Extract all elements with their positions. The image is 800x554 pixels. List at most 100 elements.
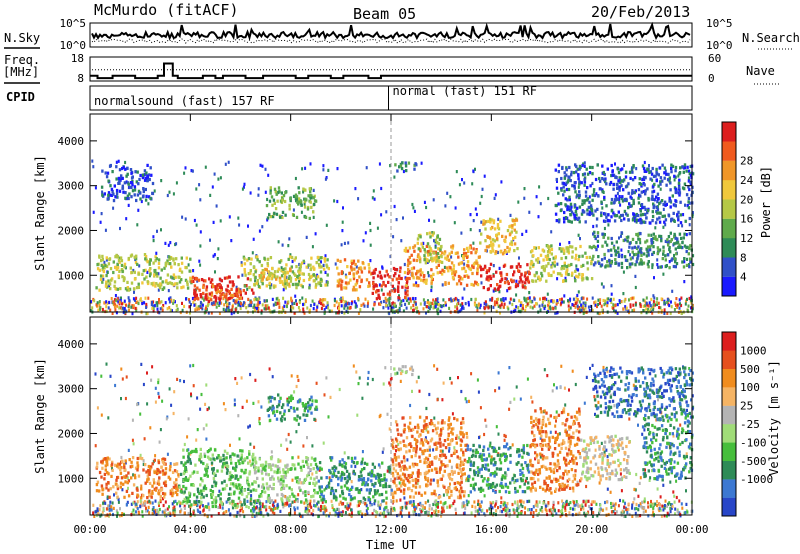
scatter-cell: [651, 214, 655, 219]
scatter-cell: [645, 307, 648, 311]
scatter-cell: [201, 307, 204, 311]
scatter-cell: [300, 210, 303, 214]
scatter-cell: [601, 190, 604, 194]
scatter-cell: [204, 165, 207, 169]
scatter-cell: [492, 289, 495, 293]
scatter-cell: [580, 264, 583, 268]
scatter-cell: [691, 254, 695, 258]
scatter-cell: [128, 302, 131, 306]
scatter-cell: [236, 502, 239, 506]
scatter-cell: [338, 302, 341, 306]
scatter-cell: [288, 284, 291, 288]
scatter-cell: [222, 512, 225, 516]
scatter-cell: [382, 292, 385, 296]
scatter-cell: [533, 274, 537, 278]
scatter-cell: [287, 244, 290, 248]
scatter-cell: [154, 255, 157, 259]
scatter-cell: [507, 249, 511, 253]
scatter-cell: [638, 238, 642, 242]
scatter-cell: [575, 512, 578, 516]
noise-search-line: [91, 38, 691, 44]
scatter-cell: [582, 301, 585, 305]
scatter-cell: [360, 279, 363, 284]
scatter-cell: [430, 268, 433, 272]
scatter-cell: [144, 255, 148, 259]
scatter-cell: [632, 303, 635, 307]
scatter-cell: [215, 291, 218, 295]
scatter-cell: [433, 500, 436, 504]
scatter-cell: [220, 289, 223, 293]
scatter-cell: [457, 255, 460, 259]
scatter-cell: [529, 262, 532, 266]
scatter-cell: [323, 510, 326, 514]
scatter-cell: [260, 309, 263, 313]
scatter-cell: [620, 300, 623, 304]
scatter-cell: [423, 506, 426, 510]
scatter-cell: [386, 304, 389, 308]
scatter-cell: [642, 510, 645, 514]
scatter-cell: [96, 263, 99, 267]
scatter-cell: [639, 194, 642, 198]
scatter-cell: [306, 207, 310, 211]
scatter-cell: [138, 264, 141, 268]
scatter-cell: [663, 514, 666, 518]
scatter-cell: [436, 398, 439, 402]
scatter-cell: [111, 170, 114, 174]
scatter-cell: [412, 500, 415, 504]
scatter-cell: [101, 265, 105, 269]
scatter-cell: [662, 252, 665, 256]
scatter-cell: [473, 301, 476, 305]
scatter-cell: [135, 180, 138, 184]
scatter-cell: [675, 303, 677, 307]
scatter-cell: [116, 511, 119, 515]
scatter-cell: [365, 509, 368, 513]
scatter-cell: [327, 267, 330, 271]
scatter-cell: [412, 304, 415, 308]
scatter-cell: [95, 286, 98, 290]
scatter-cell: [629, 195, 632, 199]
scatter-cell: [211, 282, 214, 287]
scatter-cell: [506, 502, 509, 506]
scatter-cell: [506, 511, 509, 515]
scatter-cell: [592, 188, 596, 192]
scatter-cell: [610, 300, 613, 304]
scatter-cell: [422, 275, 426, 279]
scatter-cell: [130, 171, 133, 175]
scatter-cell: [200, 392, 203, 397]
scatter-cell: [639, 303, 642, 307]
scatter-cell: [313, 302, 316, 307]
scatter-cell: [614, 507, 616, 511]
scatter-cell: [476, 309, 479, 313]
scatter-cell: [343, 241, 346, 245]
scatter-cell: [673, 308, 676, 312]
scatter-cell: [590, 262, 593, 266]
scatter-cell: [163, 266, 166, 270]
scatter-cell: [312, 210, 315, 214]
scatter-cell: [354, 288, 357, 292]
scatter-cell: [464, 397, 467, 401]
scatter-cell: [561, 512, 564, 516]
scatter-cell: [398, 309, 401, 313]
scatter-cell: [624, 258, 628, 262]
scatter-cell: [273, 309, 276, 313]
scatter-cell: [237, 287, 240, 291]
scatter-cell: [651, 311, 654, 315]
scatter-cell: [394, 267, 397, 272]
scatter-cell: [231, 305, 234, 309]
scatter-cell: [443, 252, 446, 256]
scatter-cell: [544, 254, 548, 259]
scatter-cell: [130, 253, 134, 257]
scatter-cell: [533, 246, 536, 250]
scatter-cell: [427, 253, 430, 257]
scatter-cell: [206, 304, 209, 308]
scatter-cell: [428, 507, 431, 511]
scatter-cell: [490, 243, 493, 248]
scatter-cell: [296, 283, 300, 287]
noise-right-tick-bottom: 10^0: [706, 39, 733, 52]
scatter-cell: [172, 192, 175, 196]
scatter-cell: [413, 244, 417, 248]
scatter-cell: [357, 296, 360, 301]
scatter-cell: [603, 252, 606, 257]
scatter-cell: [107, 514, 110, 518]
scatter-cell: [281, 215, 284, 220]
